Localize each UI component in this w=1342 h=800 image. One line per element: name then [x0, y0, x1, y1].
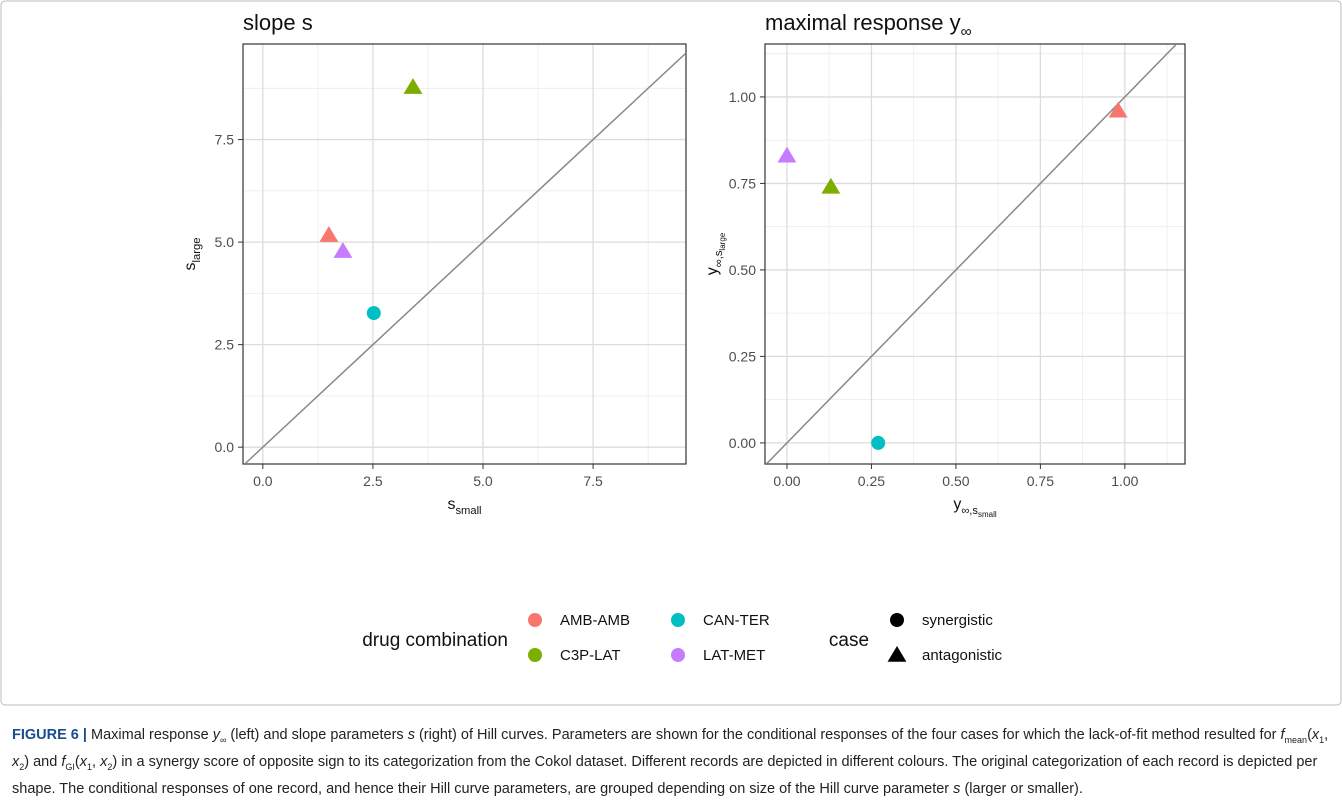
point — [366, 306, 381, 321]
legend-key — [890, 613, 904, 627]
y-tick-label: 7.5 — [215, 132, 235, 148]
x-axis-label: y∞,ssmall — [953, 496, 997, 519]
legend-label: C3P-LAT — [560, 647, 621, 664]
caption-text: ( — [1307, 727, 1312, 743]
point — [871, 435, 886, 450]
caption-text: Maximal response — [86, 727, 213, 743]
caption-text: 2 — [107, 761, 113, 772]
label-subsub: small — [978, 510, 997, 519]
identity-line — [765, 44, 1178, 464]
chart: maximal response y∞ 0.00 0.25 0.50 0.75 1.00 0… — [704, 10, 1186, 519]
chart-title: slope s — [243, 10, 313, 35]
x-tick-label: 0.25 — [858, 473, 885, 489]
legend-key — [671, 648, 685, 662]
legend-label: synergistic — [922, 612, 993, 629]
identity-line — [244, 52, 686, 464]
caption-text: 2 — [19, 761, 25, 772]
caption-text: y — [212, 727, 220, 743]
chart-title: maximal response y∞ — [765, 10, 972, 41]
x-tick-label: 0.0 — [253, 473, 273, 489]
y-tick-label: 0.50 — [729, 262, 756, 278]
x-tick-label: 2.5 — [363, 473, 383, 489]
legend-label: AMB-AMB — [560, 612, 630, 629]
plots: slope s0.0 2.5 5.0 7.50.02.55.07.5ssmallsla… — [182, 10, 1186, 519]
label-subsub: large — [718, 232, 727, 250]
x-tick-label: 0.00 — [773, 473, 800, 489]
caption-text: ( — [74, 753, 80, 770]
legend-key — [528, 613, 542, 627]
caption-text: x — [100, 753, 108, 770]
point — [777, 146, 797, 163]
label-sub: ∞,s — [961, 505, 978, 517]
y-tick-label: 0.75 — [729, 175, 756, 191]
x-tick-label: 7.5 — [583, 473, 603, 489]
x-tick-label: 1.00 — [1111, 473, 1138, 489]
label-sub: ∞ — [961, 24, 972, 41]
legend-key — [887, 646, 907, 662]
caption-text: x — [1311, 727, 1320, 743]
caption-text: , — [92, 753, 101, 770]
label-text: s — [182, 262, 199, 270]
label-text: s — [447, 496, 455, 513]
legend-label: antagonistic — [922, 647, 1003, 664]
y-tick-label: 0.0 — [215, 439, 235, 455]
caption-text: , — [1324, 727, 1329, 743]
panel-border — [764, 43, 1186, 465]
x-tick-label: 5.0 — [473, 473, 493, 489]
y-axis-label: slarge — [182, 238, 203, 271]
chart: slope s0.0 2.5 5.0 7.50.02.55.07.5ssmallsla… — [182, 10, 687, 517]
caption: FIGURE 6 | Maximal response y∞ (left) an… — [12, 724, 1334, 800]
y-tick-label: 2.5 — [215, 337, 235, 353]
figure-frame — [0, 0, 1342, 706]
legend-key — [671, 613, 685, 627]
figure: slope s0.0 2.5 5.0 7.50.02.55.07.5ssmallsla… — [0, 0, 1342, 706]
point — [403, 78, 423, 94]
caption-text: GI — [65, 761, 75, 772]
legend-label: LAT-MET — [703, 647, 765, 664]
label-text: maximal response y — [765, 10, 961, 35]
label-text: y — [704, 267, 721, 275]
y-axis-label: y∞,slarge — [704, 232, 727, 275]
x-axis-label: ssmall — [447, 496, 481, 517]
label-sub: large — [191, 238, 203, 263]
legend-title: drug combination — [362, 630, 508, 651]
y-tick-label: 0.25 — [729, 348, 756, 364]
legend-label: CAN-TER — [703, 612, 770, 629]
point — [333, 242, 353, 258]
y-tick-label: 5.0 — [215, 234, 235, 250]
label-sub: ∞,s — [713, 250, 725, 267]
caption-text: 1 — [1319, 734, 1325, 745]
label-text: y — [953, 496, 961, 513]
caption-text: s — [953, 780, 961, 797]
caption-text: mean — [1284, 734, 1308, 745]
caption-text: (larger or smaller). — [960, 780, 1083, 797]
legend-title: case — [829, 630, 869, 651]
caption-text: x — [12, 753, 20, 770]
label-sub: small — [455, 505, 481, 517]
y-tick-label: 1.00 — [729, 89, 756, 105]
legend-key — [528, 648, 542, 662]
caption-text: (right) of Hill curves. Parameters are s… — [414, 727, 1281, 743]
y-tick-label: 0.00 — [729, 435, 756, 451]
caption-text: 1 — [87, 761, 93, 772]
caption-text: ∞ — [219, 734, 227, 745]
caption-text: x — [79, 753, 87, 770]
point — [319, 226, 339, 242]
caption-text: s — [407, 727, 415, 743]
legend: drug combination AMB-AMB C3P-LAT CAN-TER LAT… — [362, 612, 1002, 664]
caption-label: FIGURE 6 | — [12, 727, 87, 743]
label-text: slope s — [243, 10, 313, 35]
x-tick-label: 0.75 — [1027, 473, 1054, 489]
caption-text: ) in a synergy score of opposite sign to… — [12, 753, 1318, 797]
caption-text: f — [1280, 727, 1285, 743]
caption-text: f — [61, 753, 66, 770]
point — [821, 177, 841, 194]
point — [1108, 101, 1128, 118]
caption-text: (left) and slope parameters — [226, 727, 408, 743]
caption-text: ) and — [24, 753, 62, 770]
x-tick-label: 0.50 — [942, 473, 969, 489]
panel-border — [242, 43, 687, 465]
